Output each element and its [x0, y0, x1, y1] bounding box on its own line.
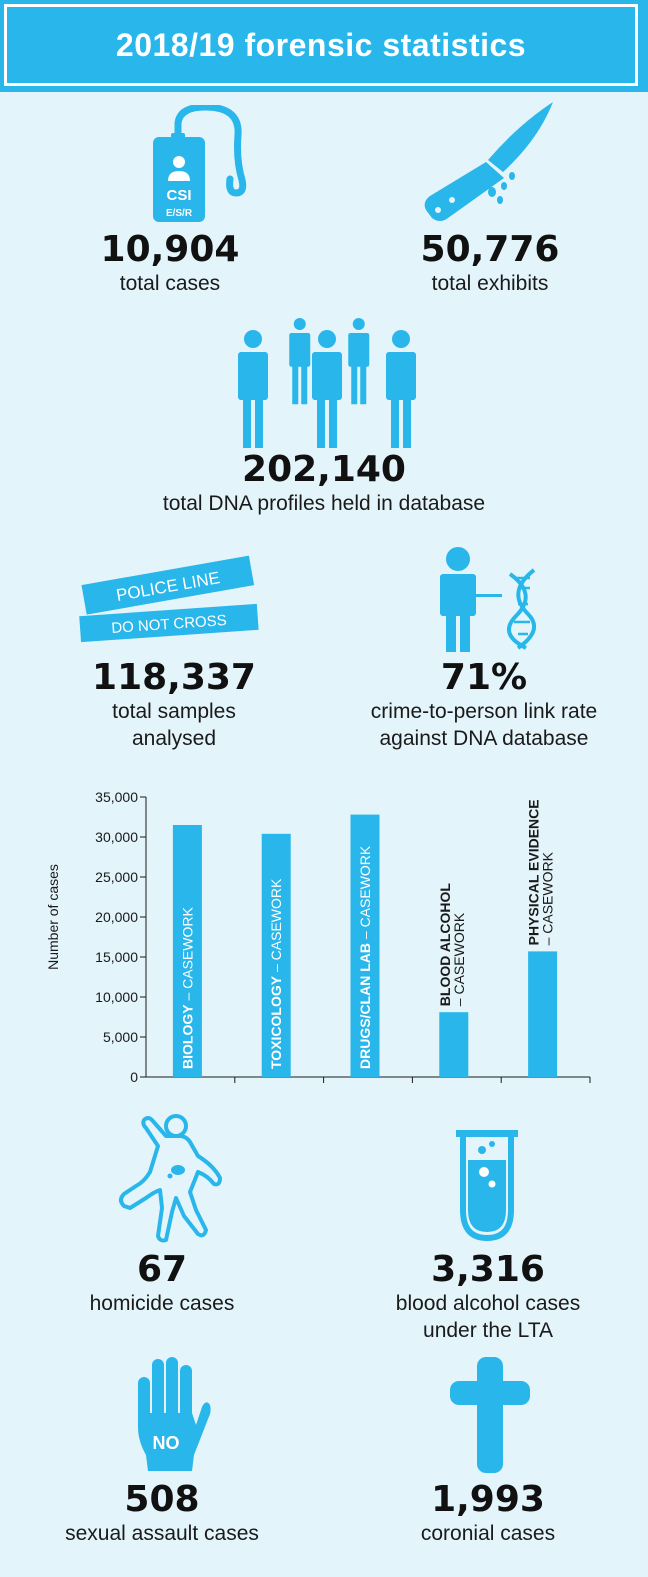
stop-hand-icon: NO	[138, 1357, 211, 1471]
stat-label-2: under the LTA	[423, 1319, 553, 1342]
bar	[350, 814, 380, 1077]
body-outline-icon	[119, 1114, 222, 1243]
svg-text:CSI: CSI	[166, 187, 191, 204]
header-frame: 2018/19 forensic statistics	[4, 4, 638, 86]
y-tick-label: 30,000	[95, 829, 138, 845]
svg-text:E/S/R: E/S/R	[166, 208, 193, 219]
stat-total-exhibits: 50,776 total exhibits	[390, 230, 590, 297]
bar-category-label: DRUGS/CLAN LAB – CASEWORK	[357, 845, 373, 1069]
stat-label-2: against DNA database	[379, 727, 589, 750]
bar-category-label: TOXICOLOGY – CASEWORK	[268, 878, 284, 1069]
svg-text:NO: NO	[153, 1433, 180, 1453]
stat-total-cases: 10,904 total cases	[80, 230, 260, 297]
stat-value: 10,904	[100, 229, 240, 270]
stat-value: 118,337	[92, 657, 256, 698]
stat-value: 67	[136, 1249, 188, 1290]
bar-category-label: BIOLOGY – CASEWORK	[179, 907, 195, 1069]
stat-label: sexual assault cases	[65, 1522, 259, 1545]
stat-coronial: 1,993 coronial cases	[388, 1480, 588, 1547]
csi-badge-icon: CSI E/S/R	[153, 105, 247, 222]
test-tube-icon	[456, 1130, 518, 1242]
bloody-knife-icon	[424, 102, 553, 221]
y-tick-label: 10,000	[95, 989, 138, 1005]
page-title: 2018/19 forensic statistics	[115, 26, 527, 63]
bar	[528, 951, 558, 1077]
stat-value: 3,316	[431, 1249, 545, 1290]
stat-homicide: 67 homicide cases	[62, 1250, 262, 1317]
bar-category-sublabel: – CASEWORK	[540, 851, 556, 945]
bar	[439, 1012, 469, 1077]
header-banner: 2018/19 forensic statistics	[0, 0, 648, 92]
stat-blood-alcohol: 3,316 blood alcohol cases under the LTA	[368, 1250, 608, 1344]
stat-label: total cases	[119, 272, 221, 295]
y-tick-label: 20,000	[95, 909, 138, 925]
stat-label: total exhibits	[431, 272, 549, 295]
y-tick-label: 15,000	[95, 949, 138, 965]
people-group-icon	[238, 318, 416, 448]
stat-value: 202,140	[242, 449, 406, 490]
y-axis-label: Number of cases	[45, 864, 61, 970]
y-tick-label: 25,000	[95, 869, 138, 885]
stat-value: 1,993	[431, 1479, 545, 1520]
police-tape-icon: POLICE LINE DO NOT CROSS	[79, 555, 259, 643]
bar-category-label: BLOOD ALCOHOL	[437, 883, 453, 1007]
stat-link-rate: 71% crime-to-person link rate against DN…	[344, 658, 624, 752]
y-tick-label: 5,000	[103, 1029, 138, 1045]
stat-value: 508	[124, 1479, 200, 1520]
cases-bar-chart: Number of cases 0 5,000 10,000 15,000 20,000…	[45, 789, 591, 1085]
stat-label: coronial cases	[420, 1522, 556, 1545]
stat-label-1: crime-to-person link rate	[370, 700, 598, 723]
stat-label: total DNA profiles held in database	[162, 492, 486, 515]
stat-sexual-assault: 508 sexual assault cases	[52, 1480, 272, 1547]
cross-icon	[450, 1357, 530, 1473]
stat-label-1: total samples	[112, 700, 236, 723]
person-dna-icon	[440, 547, 537, 652]
bar	[172, 825, 202, 1077]
y-tick-label: 35,000	[95, 789, 138, 805]
stat-label: homicide cases	[89, 1292, 235, 1315]
stat-value: 50,776	[420, 229, 560, 270]
bar-category-label: PHYSICAL EVIDENCE	[526, 799, 542, 945]
bar-category-sublabel: – CASEWORK	[451, 912, 467, 1006]
stat-label-2: analysed	[131, 727, 217, 750]
stat-value: 71%	[440, 657, 528, 698]
stat-samples: 118,337 total samples analysed	[64, 658, 284, 752]
y-tick-label: 0	[130, 1069, 138, 1085]
stat-label-1: blood alcohol cases	[395, 1292, 581, 1315]
stat-dna-profiles: 202,140 total DNA profiles held in datab…	[124, 450, 524, 517]
bar	[261, 833, 291, 1077]
